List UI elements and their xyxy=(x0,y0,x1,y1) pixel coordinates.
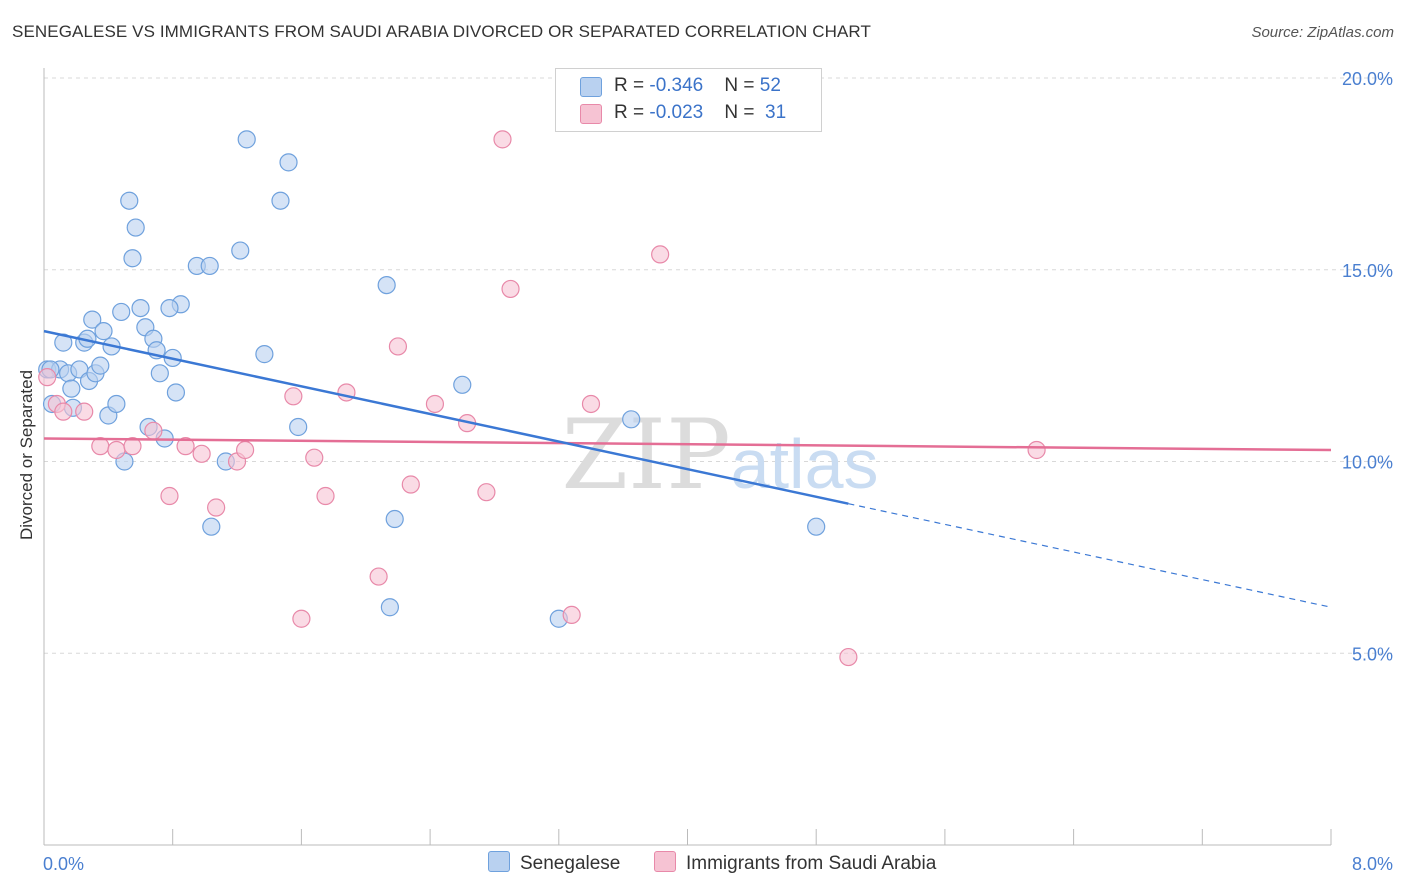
senegalese-point xyxy=(255,345,274,364)
y-tick-label: 5.0% xyxy=(1352,644,1393,664)
senegalese-point xyxy=(237,130,256,149)
legend-r-value: -0.023 xyxy=(649,102,704,123)
saudi-point xyxy=(107,440,126,460)
senegalese-point xyxy=(231,241,250,260)
legend-label: Senegalese xyxy=(520,853,621,874)
saudi-point xyxy=(493,130,512,149)
saudi-point xyxy=(401,475,420,494)
saudi-point xyxy=(1027,440,1046,460)
saudi-points xyxy=(38,130,1046,667)
trend-lines xyxy=(43,329,1332,608)
saudi-point xyxy=(284,387,303,406)
saudi-point xyxy=(54,402,73,421)
bottom-legend-senegalese: Senegalese xyxy=(488,851,620,875)
x-tick-label: 0.0% xyxy=(43,854,84,874)
senegalese-point xyxy=(271,191,290,210)
saudi-point xyxy=(144,421,163,440)
gridlines xyxy=(44,77,1395,654)
saudi-point xyxy=(160,486,179,506)
senegalese-point xyxy=(62,379,81,398)
senegalese-point xyxy=(83,310,102,329)
watermark: ZIPatlas xyxy=(561,399,878,511)
y-tick-label: 15.0% xyxy=(1342,261,1393,281)
senegalese-point xyxy=(126,218,145,237)
senegalese-points xyxy=(38,130,826,628)
senegalese-point xyxy=(166,383,186,402)
axes xyxy=(43,68,1332,846)
legend-n-value: 52 xyxy=(759,75,781,96)
saudi-point xyxy=(123,437,142,456)
legend-r-value: -0.346 xyxy=(649,75,704,96)
senegalese-trend-line xyxy=(43,329,849,505)
saudi-point xyxy=(292,609,311,628)
senegalese-point xyxy=(279,153,298,172)
legend-n-value: 31 xyxy=(765,102,787,123)
senegalese-point xyxy=(622,410,641,429)
senegalese-point xyxy=(200,256,219,276)
saudi-point xyxy=(501,279,520,299)
saudi-point xyxy=(581,394,601,414)
saudi-point xyxy=(369,567,388,586)
senegalese-point xyxy=(120,191,139,210)
legend-label: Immigrants from Saudi Arabia xyxy=(686,853,937,874)
correlation-legend: R = -0.346 N = 52 R = -0.023 N = 31 xyxy=(555,68,822,132)
senegalese-point xyxy=(385,509,404,529)
x-tick-label: 8.0% xyxy=(1352,854,1393,874)
saudi-point xyxy=(192,444,211,463)
legend-swatch-pink xyxy=(580,104,602,124)
senegalese-point xyxy=(453,375,472,394)
senegalese-point xyxy=(377,275,396,295)
senegalese-point xyxy=(94,322,113,341)
saudi-point xyxy=(562,605,581,625)
saudi-point xyxy=(235,440,255,460)
legend-n-label: N = xyxy=(724,75,760,96)
saudi-point xyxy=(425,394,445,414)
senegalese-point xyxy=(807,517,826,536)
saudi-trend-line xyxy=(43,437,1332,452)
legend-swatch-pink xyxy=(654,851,676,872)
y-tick-label: 10.0% xyxy=(1342,453,1393,473)
senegalese-point xyxy=(91,356,110,375)
saudi-point xyxy=(207,498,226,517)
senegalese-point xyxy=(150,364,169,383)
legend-r-label: R = xyxy=(614,75,650,96)
senegalese-point xyxy=(289,417,308,437)
chart-title: SENEGALESE VS IMMIGRANTS FROM SAUDI ARAB… xyxy=(12,22,871,41)
source-label: Source: ZipAtlas.com xyxy=(1251,24,1394,41)
senegalese-trend-extension xyxy=(848,503,1332,608)
senegalese-point xyxy=(112,302,131,322)
saudi-point xyxy=(316,486,335,506)
senegalese-point xyxy=(123,249,142,268)
senegalese-point xyxy=(160,299,179,318)
bottom-legend-saudi: Immigrants from Saudi Arabia xyxy=(654,851,936,875)
saudi-point xyxy=(388,337,408,356)
senegalese-point xyxy=(380,598,399,617)
senegalese-point xyxy=(107,394,126,414)
legend-n-label: N = xyxy=(724,102,760,123)
senegalese-point xyxy=(202,517,221,536)
saudi-point xyxy=(651,245,670,264)
legend-swatch-blue xyxy=(580,77,602,97)
saudi-point xyxy=(839,647,858,667)
y-tick-label: 20.0% xyxy=(1342,69,1393,89)
saudi-point xyxy=(176,437,195,456)
saudi-point xyxy=(305,448,324,467)
saudi-point xyxy=(477,483,496,502)
legend-swatch-blue xyxy=(488,851,510,872)
saudi-point xyxy=(38,368,57,387)
senegalese-point xyxy=(131,299,150,318)
tick-labels: 5.0% 10.0% 15.0% 20.0% 0.0% 8.0% xyxy=(43,69,1393,874)
legend-r-label: R = xyxy=(614,102,650,123)
saudi-point xyxy=(75,402,94,421)
